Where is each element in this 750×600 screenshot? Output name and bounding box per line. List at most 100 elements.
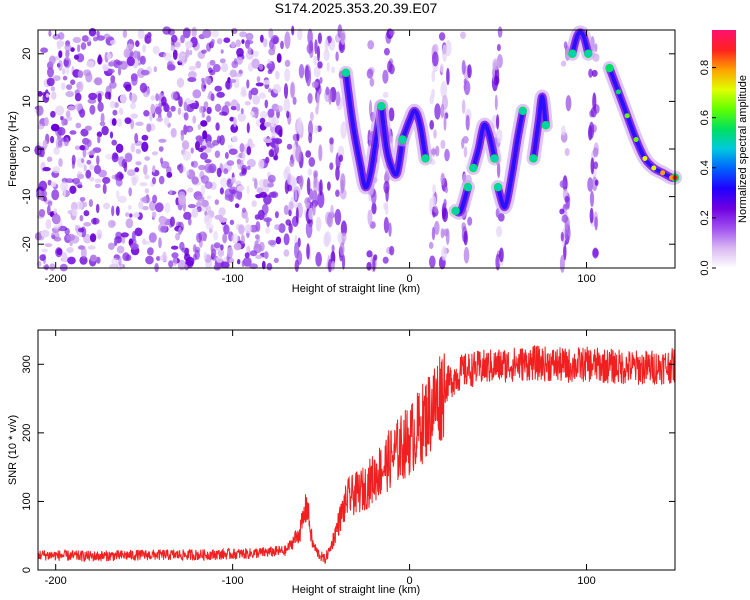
ridge-peak — [451, 206, 460, 216]
noise-blob — [258, 63, 264, 70]
noise-blob — [84, 143, 90, 151]
noise-blob — [233, 117, 237, 128]
streak-blob — [431, 88, 435, 99]
snr-frame — [37, 329, 676, 571]
noise-blob — [73, 54, 79, 60]
streak-blob — [592, 247, 599, 259]
noise-blob — [144, 188, 149, 194]
noise-blob — [273, 257, 279, 263]
noise-blob — [53, 146, 60, 155]
noise-blob — [79, 108, 86, 118]
noise-blob — [116, 190, 120, 199]
streak-blob — [444, 148, 450, 162]
noise-blob — [111, 153, 119, 163]
streak-blob — [593, 161, 599, 170]
noise-blob — [66, 247, 74, 253]
noise-blob — [228, 148, 238, 155]
noise-blob — [109, 81, 117, 89]
streak-blob — [327, 35, 332, 44]
noise-blob — [42, 167, 51, 172]
noise-blob — [119, 93, 127, 104]
noise-blob — [115, 143, 124, 153]
streak-blob — [296, 28, 303, 41]
ridge-peak — [377, 101, 386, 111]
noise-blob — [266, 262, 273, 271]
noise-blob — [272, 36, 279, 45]
noise-blob — [216, 135, 222, 144]
noise-blob — [251, 200, 257, 208]
noise-blob — [259, 111, 268, 119]
noise-blob — [83, 233, 92, 244]
streak-blob — [305, 220, 313, 239]
noise-blob — [66, 233, 76, 241]
noise-blob — [206, 115, 212, 123]
noise-blob — [156, 256, 161, 261]
noise-blob — [89, 104, 96, 115]
streak-blob — [461, 138, 465, 150]
noise-blob — [237, 112, 246, 122]
noise-blob — [191, 208, 199, 218]
noise-blob — [231, 60, 239, 69]
noise-blob — [223, 168, 229, 175]
noise-blob — [45, 219, 52, 230]
noise-blob — [134, 167, 140, 173]
noise-blob — [209, 69, 216, 76]
noise-blob — [250, 87, 259, 96]
snr-y-ticks: 0 100 200 300 — [21, 355, 675, 573]
streak-blob — [559, 208, 565, 215]
noise-blob — [75, 224, 79, 232]
noise-blob — [111, 257, 119, 266]
streak-blob — [442, 44, 448, 62]
streak-blob — [494, 66, 500, 84]
noise-blob — [205, 223, 214, 230]
noise-blob — [139, 182, 148, 187]
noise-blob — [230, 41, 236, 48]
noise-blob — [169, 216, 175, 227]
noise-blob — [62, 68, 66, 75]
noise-blob — [274, 211, 279, 219]
noise-blob — [87, 98, 97, 104]
noise-blob — [248, 90, 253, 100]
noise-blob — [273, 155, 279, 161]
noise-blob — [114, 239, 118, 246]
ridge-hot-point — [607, 65, 612, 71]
noise-blob — [212, 64, 221, 73]
y-tick-label: 20 — [21, 48, 33, 60]
noise-blob — [204, 214, 210, 223]
streak-blob — [369, 77, 375, 87]
streak-blob — [329, 137, 334, 145]
streak-blob — [337, 232, 343, 244]
noise-blob — [167, 64, 176, 71]
ridge-peak — [493, 182, 503, 192]
noise-blob — [36, 105, 44, 116]
streak-blob — [306, 43, 314, 54]
streak-blob — [283, 233, 290, 246]
noise-blob — [69, 130, 77, 135]
noise-blob — [222, 233, 228, 244]
noise-blob — [245, 32, 254, 41]
noise-blob — [280, 40, 284, 50]
streak-blob — [559, 180, 567, 189]
noise-blob — [115, 231, 122, 239]
ridge-core — [496, 108, 525, 210]
noise-blob — [110, 75, 116, 84]
noise-blob — [268, 88, 272, 93]
streak-blob — [495, 253, 501, 271]
noise-blob — [237, 259, 241, 265]
noise-blob — [124, 117, 132, 124]
noise-blob — [50, 110, 56, 118]
noise-blob — [196, 206, 202, 213]
streak-blob — [314, 124, 319, 134]
noise-blob — [275, 70, 280, 80]
noise-blob — [89, 164, 95, 170]
noise-blob — [143, 164, 148, 176]
noise-blob — [142, 44, 147, 53]
streak-blob — [341, 232, 347, 242]
noise-blob — [211, 29, 219, 38]
noise-blob — [216, 91, 225, 98]
streak-blob — [315, 251, 322, 267]
streak-blob — [432, 195, 436, 207]
noise-blob — [201, 81, 207, 92]
ridge-hot-point — [642, 156, 648, 161]
